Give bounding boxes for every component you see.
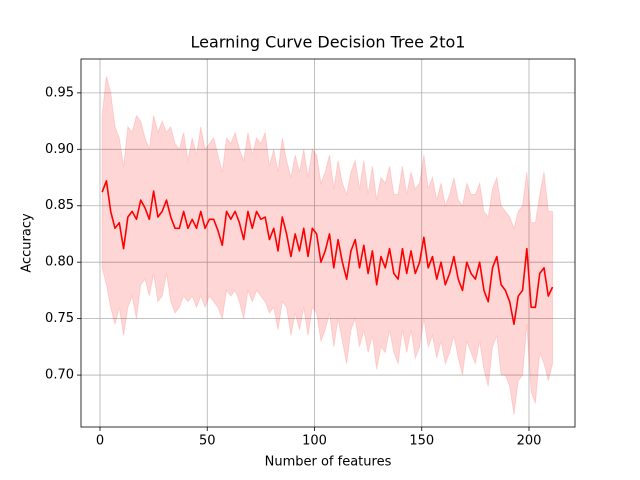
y-tick-label: 0.95 bbox=[45, 85, 74, 100]
y-tick-label: 0.85 bbox=[45, 198, 74, 213]
plot-frame bbox=[80, 58, 576, 428]
y-tick-label: 0.80 bbox=[45, 255, 74, 270]
x-tick-label: 150 bbox=[409, 434, 434, 449]
x-tick-label: 200 bbox=[517, 434, 542, 449]
x-axis-label: Number of features bbox=[265, 455, 392, 470]
x-tick-label: 100 bbox=[302, 434, 327, 449]
y-axis-label: Accuracy bbox=[20, 213, 35, 273]
x-tick-label: 0 bbox=[96, 434, 104, 449]
y-tick-label: 0.90 bbox=[45, 142, 74, 157]
y-tick-label: 0.70 bbox=[45, 368, 74, 383]
x-tick-label: 50 bbox=[199, 434, 216, 449]
chart-title: Learning Curve Decision Tree 2to1 bbox=[191, 33, 466, 52]
mean-line bbox=[101, 180, 554, 326]
y-tick-label: 0.75 bbox=[45, 311, 74, 326]
